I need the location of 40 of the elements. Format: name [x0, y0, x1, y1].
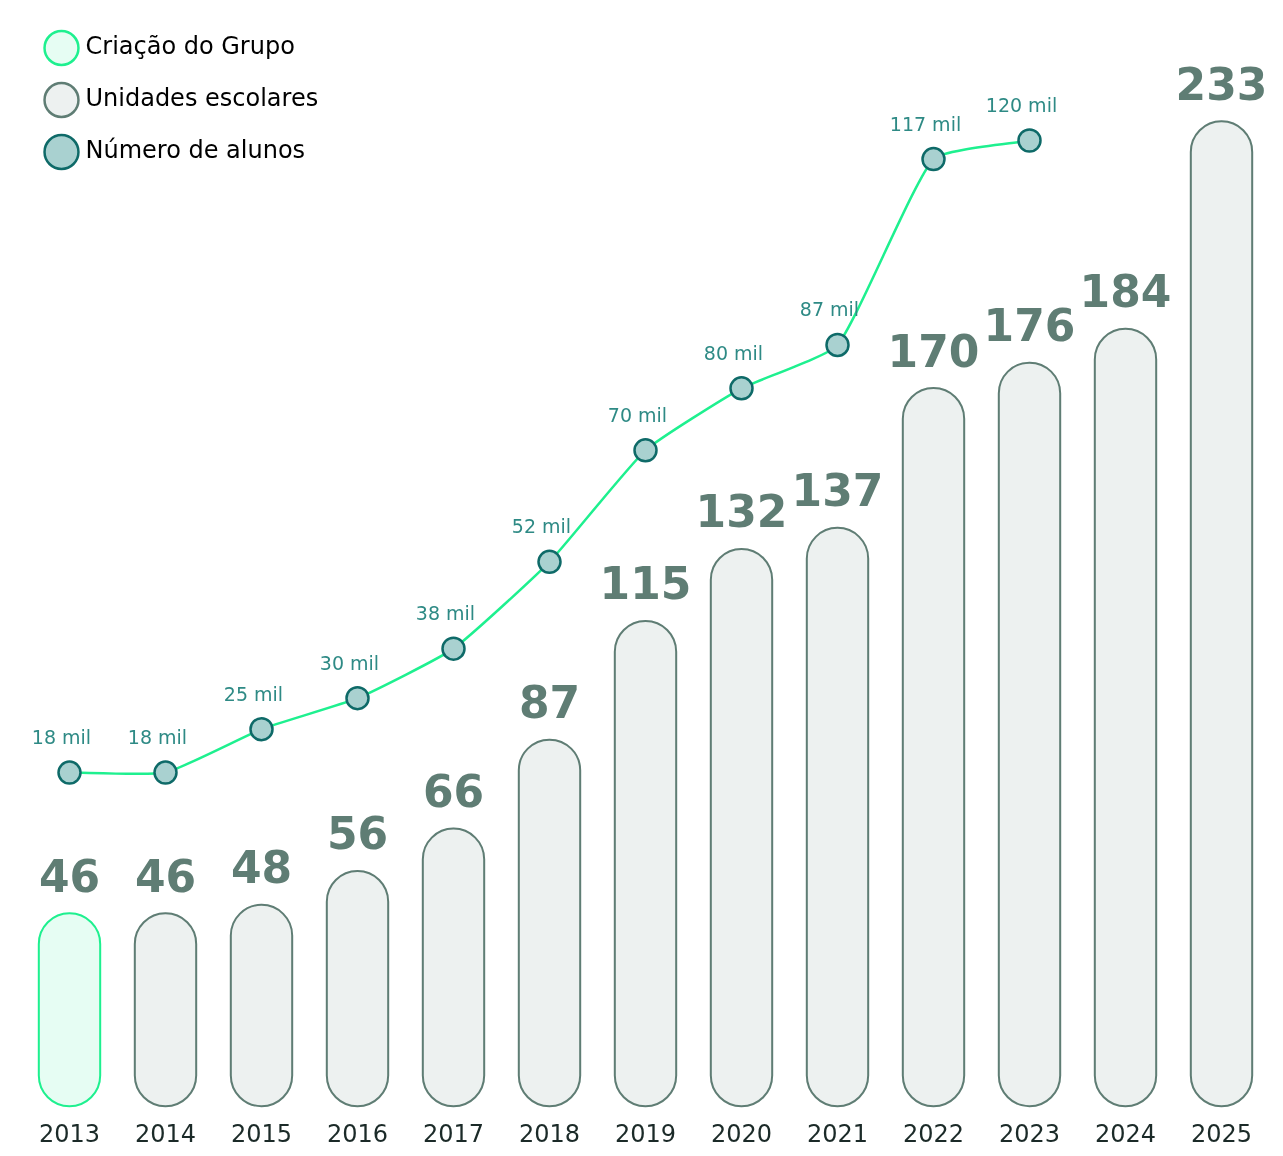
- x-tick-label: 2021: [806, 1119, 869, 1148]
- data-label: 80 mil: [703, 341, 764, 364]
- data-label: 56: [326, 808, 389, 860]
- legend-label: Número de alunos: [85, 136, 306, 165]
- x-tick-label: 2022: [902, 1119, 965, 1148]
- data-label: 233: [1175, 58, 1268, 110]
- data-label: 117 mil: [889, 112, 962, 135]
- data-label: 137: [791, 465, 884, 517]
- data-label: 87: [518, 677, 581, 729]
- data-label: 25 mil: [223, 682, 284, 705]
- data-label: 48: [230, 842, 293, 894]
- data-label: 66: [422, 766, 485, 818]
- data-label: 18 mil: [127, 726, 188, 748]
- x-tick-label: 2014: [134, 1119, 197, 1148]
- data-label: 30 mil: [319, 651, 380, 674]
- data-label: 52 mil: [511, 515, 572, 538]
- data-label: 170: [887, 325, 980, 377]
- legend-label: Criação do Grupo: [85, 32, 295, 61]
- x-tick-label: 2018: [518, 1119, 581, 1148]
- data-label: 132: [695, 486, 788, 538]
- x-tick-label: 2023: [998, 1119, 1061, 1148]
- data-label: 38 mil: [415, 602, 476, 625]
- x-tick-label: 2024: [1094, 1119, 1157, 1148]
- data-label: 70 mil: [607, 403, 668, 426]
- data-label: 176: [983, 300, 1076, 352]
- x-tick-label: 2017: [422, 1119, 485, 1148]
- x-tick-label: 2020: [710, 1119, 773, 1148]
- legend-label: Unidades escolares: [85, 84, 319, 113]
- data-label: 18 mil: [31, 726, 92, 748]
- x-tick-label: 2015: [230, 1119, 293, 1148]
- data-label: 46: [134, 850, 197, 902]
- x-tick-label: 2016: [326, 1119, 389, 1148]
- data-label: 184: [1079, 266, 1172, 318]
- data-label: 46: [38, 850, 101, 902]
- data-label: 115: [599, 558, 692, 610]
- data-label: 87 mil: [799, 298, 860, 321]
- x-tick-label: 2013: [38, 1119, 101, 1148]
- data-label: 120 mil: [985, 93, 1058, 116]
- x-tick-label: 2025: [1190, 1119, 1253, 1148]
- x-tick-label: 2019: [614, 1119, 677, 1148]
